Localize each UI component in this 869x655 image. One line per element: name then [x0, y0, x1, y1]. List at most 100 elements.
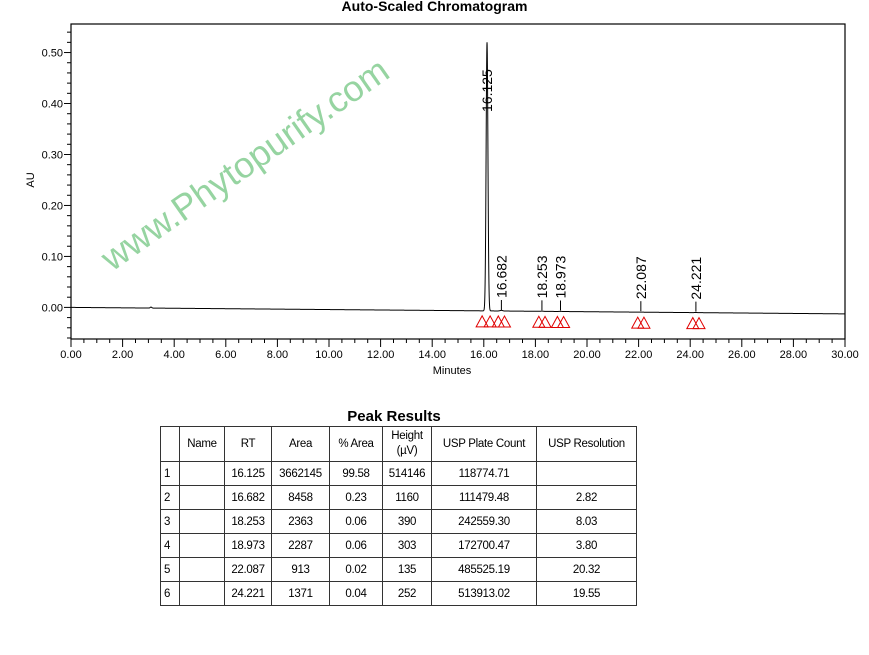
table-cell: 8.03	[536, 509, 637, 534]
x-tick-label: 22.00	[625, 349, 653, 361]
table-cell: 111479.48	[431, 485, 537, 510]
table-cell: 1	[160, 461, 180, 486]
y-axis-label: AU	[25, 172, 37, 187]
peak-label: 24.221	[688, 257, 704, 300]
table-cell: 22.087	[224, 557, 272, 582]
table-header-row: Name RT Area% Area Height (µV) USP Plate Coun…	[160, 426, 637, 462]
peak-marker-triangle	[483, 314, 497, 328]
table-row: 4 18.973 2287 0.06 303 172700.47 3.80	[160, 533, 637, 558]
table-cell: 0.04	[329, 581, 383, 606]
table-cell: 0.06	[329, 509, 383, 534]
table-cell: 485525.19	[431, 557, 537, 582]
table-cell: 0.02	[329, 557, 383, 582]
table-cell	[179, 557, 225, 582]
table-cell: 2287	[271, 533, 330, 558]
table-cell: 5	[160, 557, 180, 582]
x-tick-label: 8.00	[267, 349, 288, 361]
x-tick-label: 14.00	[418, 349, 446, 361]
table-cell: 913	[271, 557, 330, 582]
table-cell	[536, 461, 637, 486]
column-header: Name	[179, 426, 225, 462]
table-cell: 242559.30	[431, 509, 537, 534]
peak-label: 16.682	[493, 255, 509, 298]
x-tick-label: 16.00	[470, 349, 498, 361]
peak-marker-triangle	[475, 314, 489, 328]
x-tick-label: 24.00	[676, 349, 704, 361]
table-cell: 2	[160, 485, 180, 510]
column-header: USP Plate Count	[431, 426, 537, 462]
x-tick-label: 10.00	[315, 349, 343, 361]
plot-frame	[70, 23, 846, 340]
table-cell: 1160	[382, 485, 432, 510]
column-header: % Area	[329, 426, 383, 462]
table-cell: 4	[160, 533, 180, 558]
table-cell	[179, 533, 225, 558]
table-cell: 20.32	[536, 557, 637, 582]
column-header: Area	[271, 426, 330, 462]
peak-marker-triangle	[692, 316, 706, 330]
table-cell: 3662145	[271, 461, 330, 486]
table-cell: 118774.71	[431, 461, 537, 486]
y-tick-label: 0.50	[42, 48, 63, 60]
table-cell	[179, 581, 225, 606]
table-cell: 303	[382, 533, 432, 558]
table-cell	[179, 509, 225, 534]
table-row: 3 18.253 2363 0.06 390 242559.30 8.03	[160, 509, 637, 534]
peak-marker-triangle	[556, 315, 571, 329]
x-tick-label: 28.00	[780, 349, 808, 361]
y-tick-label: 0.10	[42, 251, 63, 263]
table-cell	[179, 485, 225, 510]
x-tick-label: 26.00	[728, 349, 756, 361]
table-cell: 514146	[382, 461, 432, 486]
table-cell: 8458	[271, 485, 330, 510]
x-tick-label: 6.00	[215, 349, 236, 361]
table-cell: 135	[382, 557, 432, 582]
table-row: 1 16.125 3662145 99.58 514146 118774.71	[160, 461, 637, 486]
column-header: Height (µV)	[382, 426, 432, 462]
peak-label: 16.125	[479, 69, 495, 112]
table-cell: 172700.47	[431, 533, 537, 558]
peak-marker-triangle	[491, 314, 506, 328]
peak-label: 18.253	[534, 255, 550, 298]
table-cell: 1371	[271, 581, 330, 606]
chart-title: Auto-Scaled Chromatogram	[341, 0, 528, 14]
table-cell: 390	[382, 509, 432, 534]
table-cell: 16.125	[224, 461, 272, 486]
table-cell: 18.973	[224, 533, 272, 558]
peak-marker-triangle	[497, 314, 512, 328]
table-cell: 513913.02	[431, 581, 537, 606]
x-tick-label: 18.00	[522, 349, 550, 361]
table-cell: 2.82	[536, 485, 637, 510]
table-cell: 3.80	[536, 533, 637, 558]
x-tick-label: 4.00	[163, 349, 184, 361]
x-tick-label: 30.00	[831, 349, 859, 361]
table-cell: 6	[160, 581, 180, 606]
x-tick-label: 12.00	[367, 349, 395, 361]
table-cell: 24.221	[224, 581, 272, 606]
y-tick-label: 0.40	[42, 99, 63, 111]
table-row: 2 16.682 8458 0.23 1160 111479.48 2.82	[160, 485, 637, 510]
column-header: USP Resolution	[536, 426, 637, 462]
table-row: 6 24.221 1371 0.04 252 513913.02 19.55	[160, 581, 637, 606]
peak-marker-triangle	[538, 315, 552, 328]
peak-label: 22.087	[633, 256, 649, 299]
table-cell: 3	[160, 509, 180, 534]
peak-marker-triangle	[550, 315, 565, 328]
x-tick-label: 2.00	[112, 349, 133, 361]
chromatogram-trace	[71, 42, 845, 315]
table-cell: 252	[382, 581, 432, 606]
table-cell: 99.58	[329, 461, 383, 486]
table-cell: 0.06	[329, 533, 383, 558]
peak-marker-triangle	[531, 315, 546, 328]
peak-results-table: Name RT Area% Area Height (µV) USP Plate Coun…	[160, 426, 637, 606]
peak-marker-triangle	[685, 316, 700, 330]
y-tick-label: 0.30	[42, 149, 63, 161]
y-tick-label: 0.00	[42, 302, 63, 314]
chromatogram-chart: 0.00 2.00 4.00 6.00 8.00 10.00 12.00 14.00 16.00…	[25, 23, 859, 377]
x-tick-label: 20.00	[573, 349, 601, 361]
table-cell: 19.55	[536, 581, 637, 606]
table-cell: 16.682	[224, 485, 272, 510]
peak-marker-triangle	[630, 316, 645, 329]
peak-label: 18.973	[553, 255, 569, 298]
y-tick-label: 0.20	[42, 200, 63, 212]
